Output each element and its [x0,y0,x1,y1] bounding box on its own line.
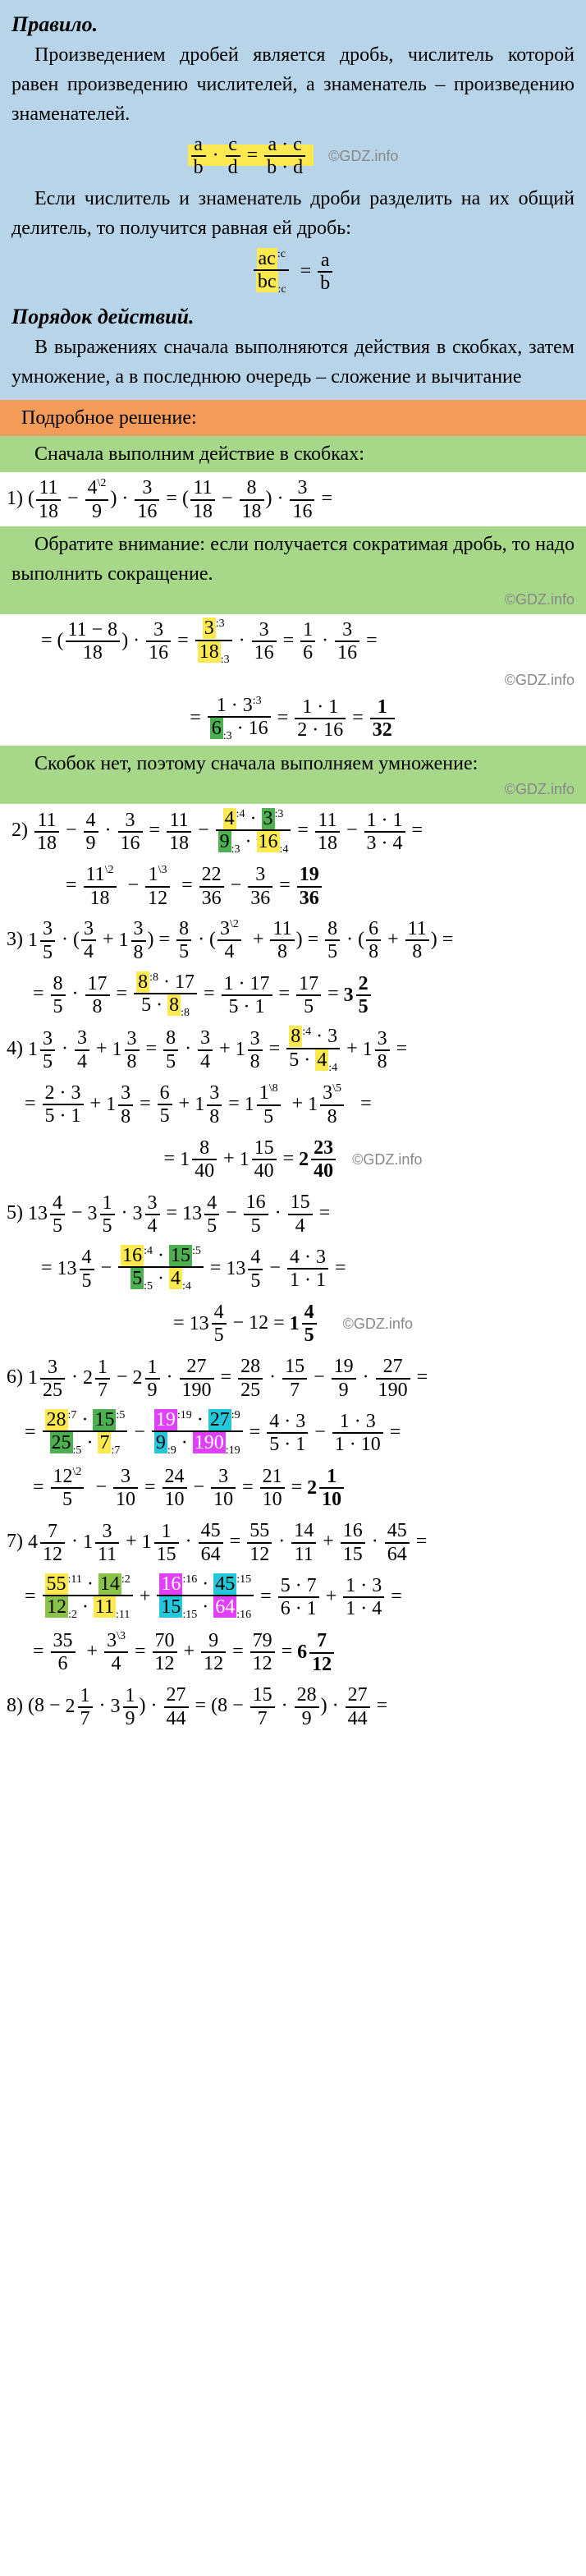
step-6-line-1: 6) 1325 · 217 − 219 · 27190 = 2825 · 157… [0,1351,586,1406]
step-1-line-1: 1) (1118 − 4\29) · 316 = (1118 − 818) · … [0,472,586,526]
step-2-line-2: = 11\218 − 1\312 = 2236 − 336 = 1936 [0,859,586,913]
step-6-line-2: = 28:7 · 15:525:5 · 7:7 − 19:19 · 27:99:… [0,1406,586,1461]
rule-title: Правило. [11,8,575,40]
step-4-line-3: = 1840 + 11540 = 22340 ©GDZ.info [0,1132,586,1187]
rule-text-1: Произведением дробей является дробь, чис… [11,40,575,129]
step-1-line-2: = (11 − 818) · 316 = 3:318:3 · 316 = 16 … [0,614,586,669]
step-2-line-1: 2) 1118 − 49 · 316 = 1118 − 4:4 · 3:39:3… [0,804,586,859]
step-5-line-2: = 1345 − 16:4 · 15:55:5 · 4:4 = 1345 − 4… [0,1242,586,1297]
copyright: ©GDZ.info [328,148,398,164]
step-4-line-2: = 2 · 35 · 1 + 138 = 65 + 138 = 11\85 + … [0,1077,586,1132]
detailed-header: Подробное решение: [0,400,586,436]
rule-equation-2: ac:c bc:c = ab [11,243,575,301]
step-4-line-1: 4) 135 · 34 + 138 = 85 · 34 + 138 = 8:4 … [0,1022,586,1077]
step-1-line-3: = 1 · 3:36:3 · 16 = 1 · 12 · 16 = 132 [0,691,586,746]
step-3-line-2: = 85 · 178 = 8:8 · 175 · 8:8 = 1 · 175 ·… [0,967,586,1022]
order-text: В выражениях сначала выполняются действи… [11,333,575,392]
step-1-note: Обратите внимание: если получается сокра… [0,526,586,614]
step-7-line-2: = 55:11 · 14:212:2 · 11:11 + 16:16 · 45:… [0,1570,586,1625]
step-1-intro: Сначала выполним действие в скобках: [0,436,586,472]
rule-text-2: Если числитель и знаменатель дроби разде… [11,184,575,243]
step-2-intro: Скобок нет, поэтому сначала выполняем ум… [0,746,586,804]
step-6-line-3: = 12\25 − 310 = 2410 − 310 = 2110 = 2110 [0,1461,586,1516]
order-title: Порядок действий. [11,301,575,333]
step-5-line-1: 5) 1345 − 315 · 334 = 1345 − 165 · 154 = [0,1187,586,1242]
step-3-line-1: 3) 135 · (34 + 138) = 85 · (3\24 + 118) … [0,913,586,968]
step-7-line-3: = 356 + 3\34 = 7012 + 912 = 7912 = 6712 [0,1625,586,1680]
step-7-line-1: 7) 4712 · 1311 + 1115 · 4564 = 5512 · 14… [0,1515,586,1570]
step-5-line-3: = 1345 − 12 = 145 ©GDZ.info [0,1297,586,1352]
step-8-line-1: 8) (8 − 217 · 319) · 2744 = (8 − 157 · 2… [0,1679,586,1734]
rule-equation-1: ab · cd = a · cb · d ©GDZ.info [11,129,575,184]
rule-section: Правило. Произведением дробей является д… [0,0,586,400]
